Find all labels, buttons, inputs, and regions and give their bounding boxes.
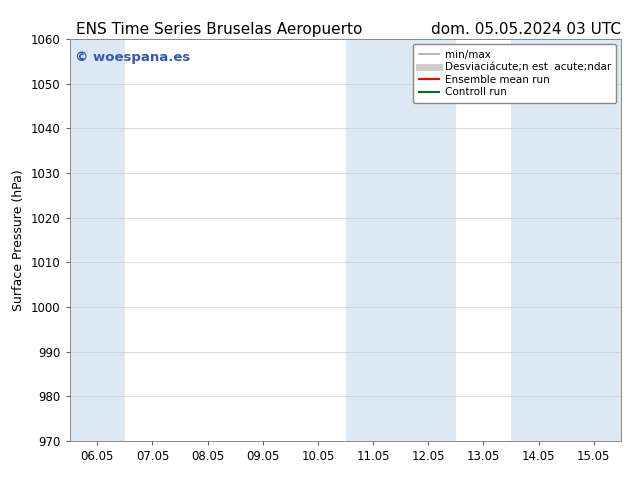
Bar [70, 39, 125, 441]
Text: ENS Time Series Bruselas Aeropuerto: ENS Time Series Bruselas Aeropuerto [76, 22, 363, 37]
Text: © woespana.es: © woespana.es [75, 51, 190, 64]
Bar [511, 39, 621, 441]
Text: dom. 05.05.2024 03 UTC: dom. 05.05.2024 03 UTC [431, 22, 621, 37]
Bar [346, 39, 456, 441]
Legend: min/max, Desviaciácute;n est  acute;ndar, Ensemble mean run, Controll run: min/max, Desviaciácute;n est acute;ndar,… [413, 45, 616, 102]
Y-axis label: Surface Pressure (hPa): Surface Pressure (hPa) [13, 169, 25, 311]
